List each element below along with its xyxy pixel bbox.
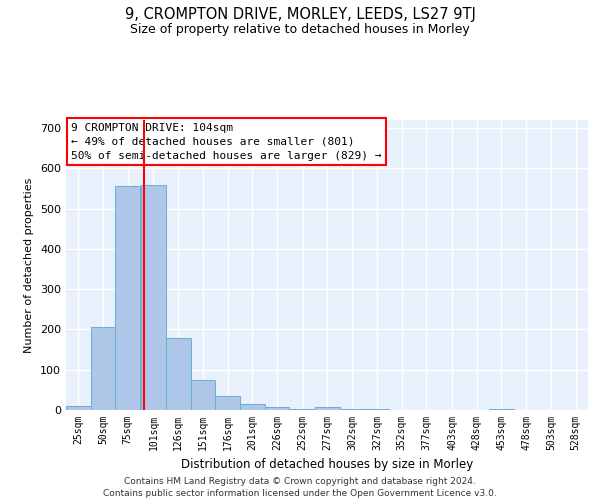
Bar xyxy=(166,338,191,410)
X-axis label: Distribution of detached houses by size in Morley: Distribution of detached houses by size … xyxy=(181,458,473,471)
Bar xyxy=(340,409,365,410)
Y-axis label: Number of detached properties: Number of detached properties xyxy=(25,178,34,352)
Bar xyxy=(489,409,514,410)
Text: 9, CROMPTON DRIVE, MORLEY, LEEDS, LS27 9TJ: 9, CROMPTON DRIVE, MORLEY, LEEDS, LS27 9… xyxy=(125,8,475,22)
Bar xyxy=(66,406,91,410)
Bar xyxy=(290,409,315,410)
Bar xyxy=(265,407,289,410)
Bar xyxy=(141,185,166,410)
Bar xyxy=(191,380,215,410)
Bar xyxy=(215,396,240,410)
Text: Size of property relative to detached houses in Morley: Size of property relative to detached ho… xyxy=(130,22,470,36)
Bar xyxy=(91,328,115,410)
Bar xyxy=(115,186,140,410)
Bar xyxy=(365,409,389,410)
Bar xyxy=(315,407,340,410)
Text: Contains HM Land Registry data © Crown copyright and database right 2024.
Contai: Contains HM Land Registry data © Crown c… xyxy=(103,476,497,498)
Text: 9 CROMPTON DRIVE: 104sqm
← 49% of detached houses are smaller (801)
50% of semi-: 9 CROMPTON DRIVE: 104sqm ← 49% of detach… xyxy=(71,123,382,161)
Bar xyxy=(240,404,265,410)
